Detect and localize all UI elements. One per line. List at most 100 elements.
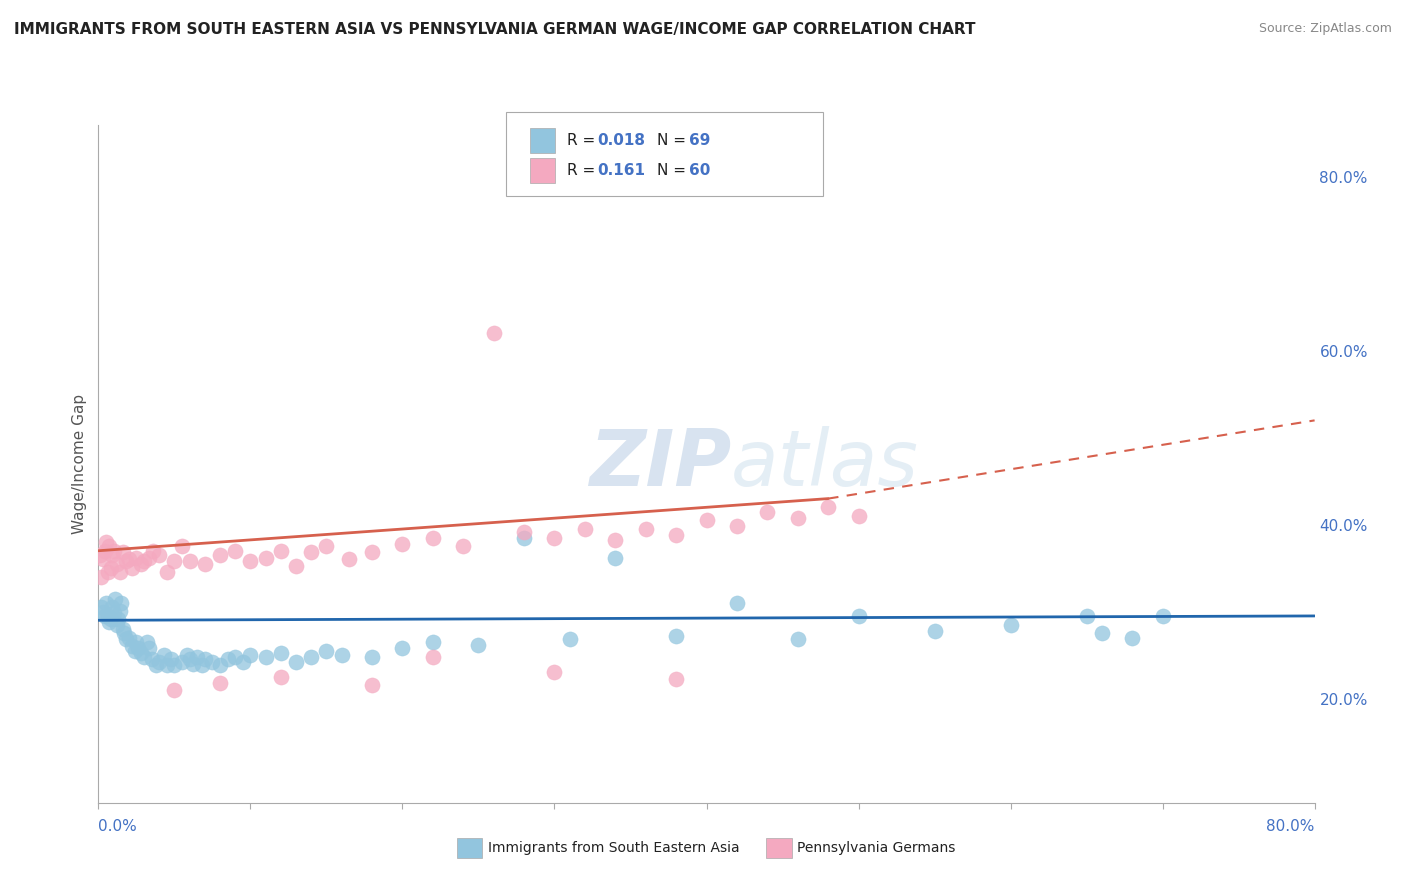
Point <box>156 566 179 580</box>
Point <box>105 617 128 632</box>
Point <box>160 652 183 666</box>
Point <box>163 554 186 568</box>
Point <box>361 678 384 692</box>
Point <box>96 566 118 580</box>
Point <box>132 554 155 568</box>
Point <box>422 635 444 649</box>
Point <box>105 557 128 571</box>
Point <box>170 655 193 669</box>
Point <box>513 524 536 539</box>
Text: 60: 60 <box>689 163 710 178</box>
Point <box>634 522 657 536</box>
Point <box>148 655 170 669</box>
Point <box>239 648 262 662</box>
Point <box>924 624 946 638</box>
Point <box>513 531 536 545</box>
Point <box>94 596 117 610</box>
Point <box>89 548 111 562</box>
Point <box>194 557 217 571</box>
Point <box>136 635 159 649</box>
Point <box>558 632 581 647</box>
Point <box>209 658 232 673</box>
Point <box>112 626 135 640</box>
Point <box>110 596 132 610</box>
Point <box>114 632 136 647</box>
Point <box>90 600 112 615</box>
Point <box>1091 626 1114 640</box>
Point <box>1000 617 1022 632</box>
Text: atlas: atlas <box>731 425 918 502</box>
Point <box>145 658 167 673</box>
Point <box>217 652 239 666</box>
Point <box>111 622 134 636</box>
Point <box>125 635 148 649</box>
Point <box>232 655 254 669</box>
Point <box>361 545 384 559</box>
Text: N =: N = <box>657 163 690 178</box>
Point <box>330 648 353 662</box>
Point <box>848 508 870 523</box>
Point <box>118 552 141 566</box>
Text: 69: 69 <box>689 134 710 148</box>
Point <box>482 326 505 341</box>
Point <box>91 605 114 619</box>
Text: 0.018: 0.018 <box>598 134 645 148</box>
Point <box>91 552 114 566</box>
Point <box>125 550 148 565</box>
Point <box>176 648 198 662</box>
Point <box>142 543 165 558</box>
Text: R =: R = <box>567 163 600 178</box>
Point <box>181 657 204 671</box>
Point <box>270 670 292 684</box>
Point <box>127 641 149 656</box>
Point <box>186 649 208 664</box>
Point <box>391 641 413 656</box>
Point <box>98 615 121 629</box>
Point <box>191 658 214 673</box>
Point <box>209 676 232 690</box>
Point <box>848 609 870 624</box>
Point <box>101 548 124 562</box>
Point <box>129 646 152 660</box>
Point <box>111 545 134 559</box>
Point <box>299 649 322 664</box>
Point <box>194 652 217 666</box>
Point <box>103 543 125 558</box>
Point <box>696 513 718 527</box>
Point <box>100 561 122 575</box>
Point <box>129 557 152 571</box>
Point <box>224 543 246 558</box>
Point <box>124 643 146 657</box>
Text: R =: R = <box>567 134 600 148</box>
Point <box>725 596 748 610</box>
Point <box>148 548 170 562</box>
Point <box>361 649 384 664</box>
Point <box>90 570 112 584</box>
Point <box>121 640 143 654</box>
Point <box>665 629 688 643</box>
Point <box>108 604 131 618</box>
Point <box>224 649 246 664</box>
Point <box>422 531 444 545</box>
Point <box>467 638 489 652</box>
Point <box>315 540 337 554</box>
Point <box>201 655 224 669</box>
Point <box>103 607 125 621</box>
Point <box>422 649 444 664</box>
Point <box>665 673 688 687</box>
Point <box>163 682 186 697</box>
Point <box>132 649 155 664</box>
Point <box>138 641 160 656</box>
Point <box>108 566 131 580</box>
Point <box>209 548 232 562</box>
Point <box>93 543 115 558</box>
Point <box>453 540 475 554</box>
Point <box>239 554 262 568</box>
Text: IMMIGRANTS FROM SOUTH EASTERN ASIA VS PENNSYLVANIA GERMAN WAGE/INCOME GAP CORREL: IMMIGRANTS FROM SOUTH EASTERN ASIA VS PE… <box>14 22 976 37</box>
Point <box>270 543 292 558</box>
Text: 80.0%: 80.0% <box>1267 820 1315 834</box>
Point <box>725 519 748 533</box>
Point <box>118 631 141 645</box>
Point <box>100 611 122 625</box>
Point <box>299 545 322 559</box>
